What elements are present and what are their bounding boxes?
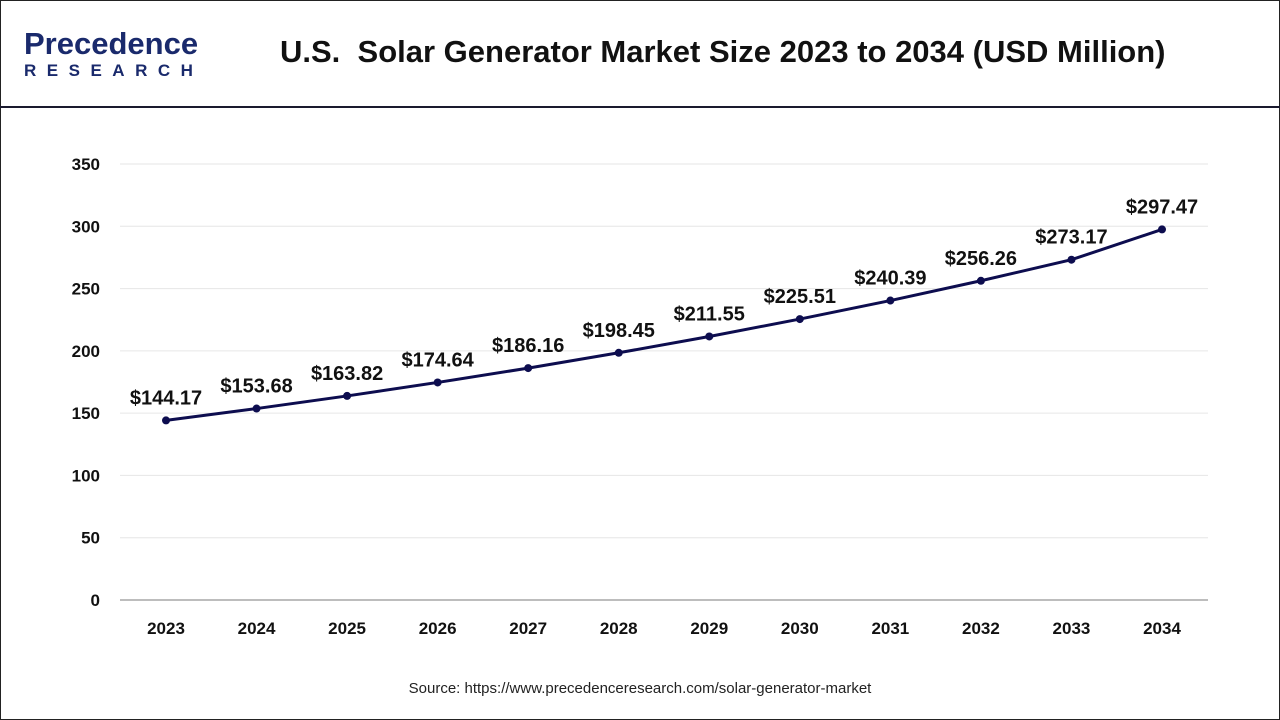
y-tick-label: 150 xyxy=(72,404,100,423)
x-tick-label: 2024 xyxy=(238,619,276,638)
x-tick-label: 2032 xyxy=(962,619,1000,638)
data-label: $144.17 xyxy=(130,387,202,409)
y-tick-label: 50 xyxy=(81,529,100,548)
data-point xyxy=(343,391,352,400)
data-point xyxy=(252,404,261,413)
x-tick-label: 2025 xyxy=(328,619,366,638)
logo-subtext: RESEARCH xyxy=(24,61,204,80)
data-label: $273.17 xyxy=(1035,227,1107,249)
data-label: $225.51 xyxy=(764,286,836,308)
data-label: $211.55 xyxy=(674,303,745,325)
y-tick-label: 300 xyxy=(72,217,100,236)
data-point xyxy=(976,276,985,285)
header: Precedence RESEARCH U.S. Solar Generator… xyxy=(0,0,1280,108)
x-tick-label: 2030 xyxy=(781,619,819,638)
data-point xyxy=(433,378,442,387)
y-tick-label: 250 xyxy=(72,280,100,299)
data-label: $240.39 xyxy=(854,268,926,290)
x-tick-label: 2026 xyxy=(419,619,457,638)
data-point xyxy=(795,315,804,324)
data-label: $186.16 xyxy=(492,335,564,357)
data-point xyxy=(1158,225,1166,234)
data-label: $174.64 xyxy=(401,349,474,371)
x-tick-label: 2029 xyxy=(690,619,728,638)
data-label: $198.45 xyxy=(583,320,655,342)
data-point xyxy=(886,296,895,305)
chart-title: U.S. Solar Generator Market Size 2023 to… xyxy=(280,34,1166,69)
data-label: $163.82 xyxy=(311,363,383,385)
y-tick-label: 100 xyxy=(72,466,100,485)
x-tick-label: 2031 xyxy=(871,619,909,638)
source-text: Source: https://www.precedenceresearch.c… xyxy=(408,680,872,697)
data-label: $153.68 xyxy=(220,376,292,398)
y-tick-label: 350 xyxy=(72,155,100,174)
x-tick-label: 2028 xyxy=(600,619,638,638)
data-label: $297.47 xyxy=(1126,196,1198,218)
data-point xyxy=(1067,255,1076,264)
y-tick-label: 0 xyxy=(91,591,100,610)
logo-text: Precedence xyxy=(24,26,199,61)
data-point xyxy=(614,348,623,357)
x-tick-label: 2023 xyxy=(147,619,185,638)
precedence-research-logo: Precedence RESEARCH xyxy=(24,28,203,81)
data-point xyxy=(162,416,170,425)
y-tick-label: 200 xyxy=(72,342,100,361)
data-label: $256.26 xyxy=(945,248,1017,270)
x-tick-label: 2027 xyxy=(509,619,547,638)
x-tick-label: 2033 xyxy=(1053,619,1091,638)
series-line xyxy=(165,228,1163,422)
data-point xyxy=(705,332,714,341)
x-tick-label: 2034 xyxy=(1143,619,1181,638)
data-point xyxy=(524,364,533,373)
